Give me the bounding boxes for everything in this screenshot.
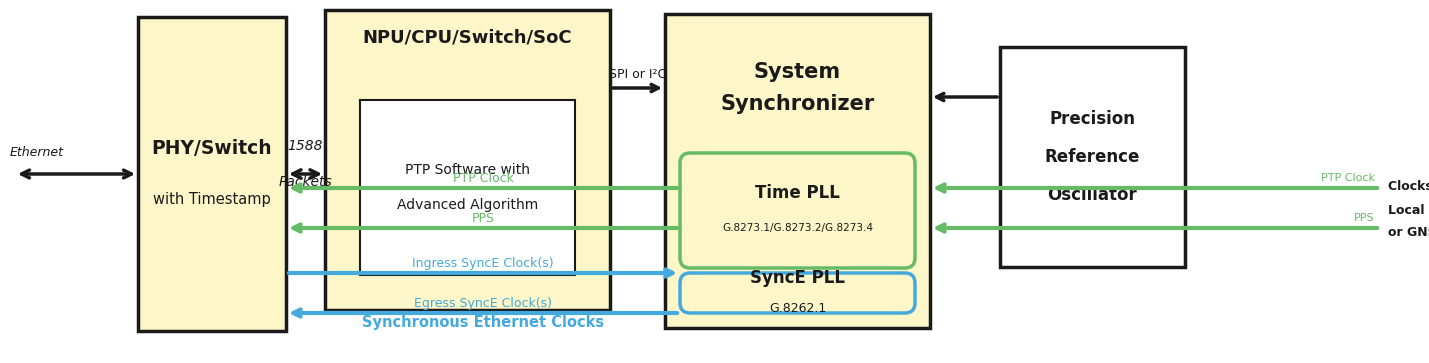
Text: Time PLL: Time PLL [755,184,840,201]
Text: System: System [755,62,842,82]
Text: G.8273.1/G.8273.2/G.8273.4: G.8273.1/G.8273.2/G.8273.4 [722,224,873,233]
Text: G.8262.1: G.8262.1 [769,302,826,314]
Text: PPS: PPS [1355,213,1375,223]
Text: PPS: PPS [472,212,494,224]
Bar [139,17,286,331]
Text: Egress SyncE Clock(s): Egress SyncE Clock(s) [414,297,552,310]
Text: Synchronous Ethernet Clocks: Synchronous Ethernet Clocks [362,315,604,330]
Text: Packets: Packets [279,175,333,189]
Text: SyncE PLL: SyncE PLL [750,269,845,287]
FancyBboxPatch shape [680,273,915,313]
Bar [324,10,610,310]
Text: PTP Clock: PTP Clock [1320,173,1375,183]
Text: Ingress SyncE Clock(s): Ingress SyncE Clock(s) [412,257,554,269]
Text: 1588: 1588 [287,139,323,153]
Text: or GNSS: or GNSS [1388,227,1429,240]
Text: PHY/Switch: PHY/Switch [151,139,273,158]
Text: Advanced Algorithm: Advanced Algorithm [397,199,539,212]
Text: Reference: Reference [1045,148,1140,166]
Text: PTP Clock: PTP Clock [453,171,513,184]
Text: with Timestamp: with Timestamp [153,192,272,207]
Text: PTP Software with: PTP Software with [404,163,530,176]
FancyBboxPatch shape [680,153,915,268]
Text: Ethernet: Ethernet [10,146,64,159]
Text: NPU/CPU/Switch/SoC: NPU/CPU/Switch/SoC [363,29,572,47]
Text: Oscillator: Oscillator [1047,186,1137,204]
Text: Precision: Precision [1049,110,1136,128]
Text: Clocks from: Clocks from [1388,179,1429,192]
Bar [360,100,574,275]
Bar [664,14,930,328]
Text: Synchronizer: Synchronizer [720,94,875,114]
Text: SPI or I²C: SPI or I²C [609,68,666,81]
Text: Local PRTC: Local PRTC [1388,204,1429,216]
Bar [1000,47,1185,267]
